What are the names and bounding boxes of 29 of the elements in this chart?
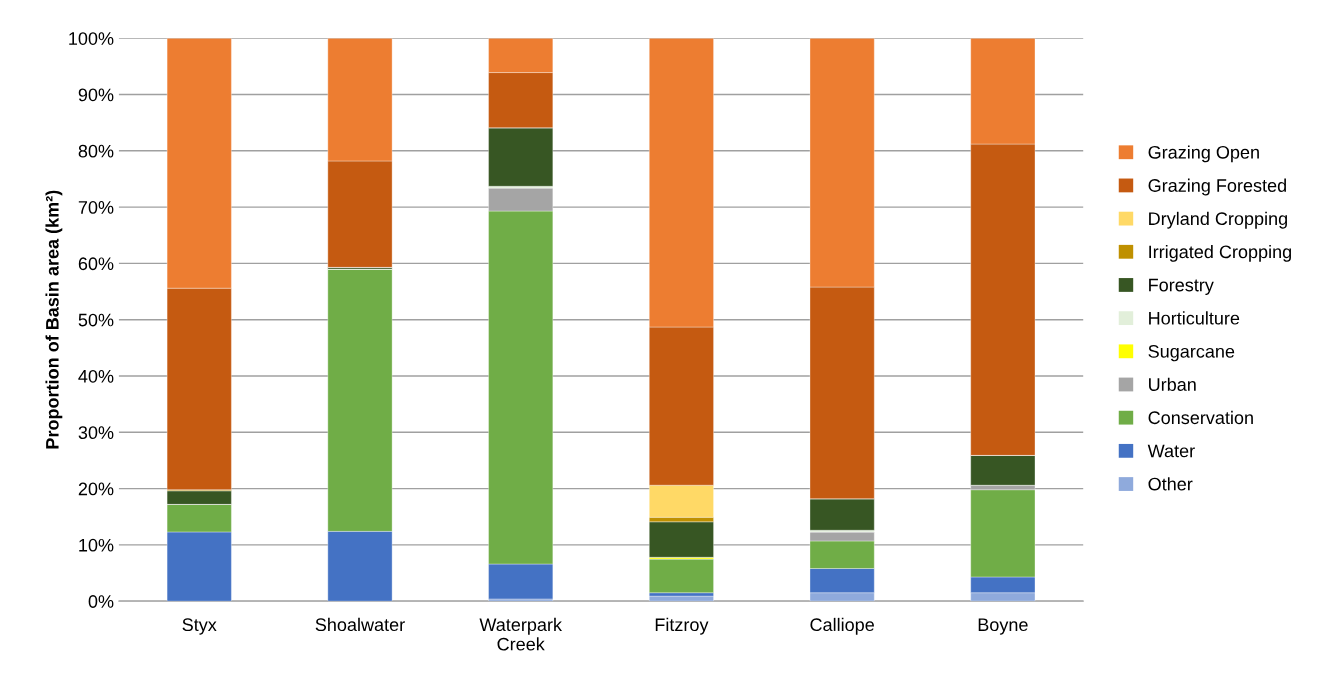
y-tick-label: 20% <box>78 482 114 496</box>
y-axis-title: Proportion of Basin area (km²) <box>45 190 63 449</box>
legend-label: Urban <box>1149 377 1196 391</box>
legend-label: Irrigated Cropping <box>1149 244 1292 262</box>
x-tick-label: Waterpark Creek <box>479 617 563 651</box>
y-tick-label: 50% <box>78 313 114 327</box>
legend-label: Other <box>1148 477 1193 491</box>
y-tick-label: 70% <box>78 201 114 214</box>
x-tick-label: Shoalwater <box>315 617 405 632</box>
x-tick-label: Boyne <box>978 618 1028 635</box>
y-tick-label: 0% <box>88 595 114 608</box>
x-tick-label: Calliope <box>810 617 874 635</box>
y-tick-label: 40% <box>78 369 114 383</box>
legend-label: Grazing Open <box>1148 145 1259 163</box>
legend-label: Water <box>1147 444 1195 458</box>
x-tick-label: Fitzroy <box>655 617 709 635</box>
y-tick-label: 100% <box>69 32 114 45</box>
y-tick-label: 90% <box>78 88 114 102</box>
legend-label: Forestry <box>1149 278 1214 295</box>
y-tick-label: 30% <box>78 426 114 440</box>
legend-label: Dryland Cropping <box>1149 211 1287 229</box>
y-tick-label: 80% <box>78 144 114 158</box>
x-tick-label: Styx <box>182 618 217 635</box>
legend-label: Grazing Forested <box>1148 178 1286 196</box>
legend-label: Sugarcane <box>1148 344 1235 362</box>
legend-label: Horticulture <box>1149 311 1240 325</box>
y-tick-label: 10% <box>79 538 114 552</box>
y-tick-label: 60% <box>78 257 114 271</box>
legend-label: Conservation <box>1148 410 1253 425</box>
